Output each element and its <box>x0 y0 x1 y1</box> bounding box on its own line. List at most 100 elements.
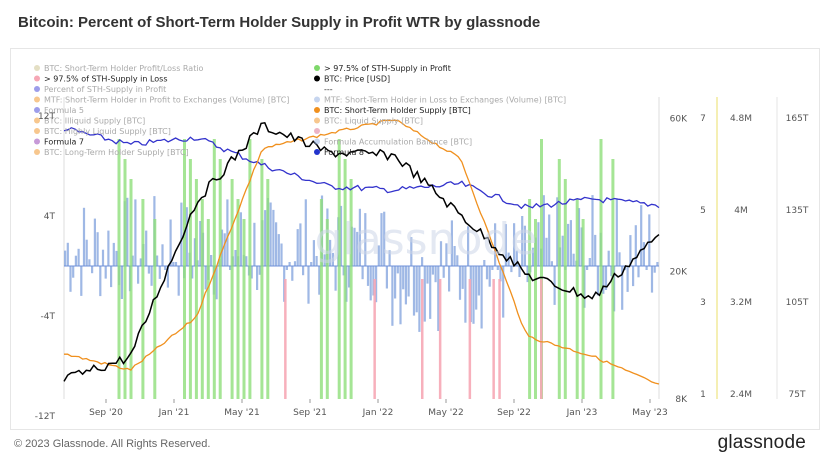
histogram-bar <box>437 266 440 331</box>
histogram-bar <box>361 266 364 280</box>
histogram-bar <box>269 202 272 266</box>
histogram-bar <box>375 266 378 303</box>
legend-1-label: BTC: Short-Term Holder Profit/Loss Ratio <box>44 64 204 73</box>
histogram-bar <box>421 257 424 266</box>
x-tick-label: Sep '21 <box>293 408 327 418</box>
chart-svg: glassnode BTC: Short-Term Holder Profit/L… <box>34 64 809 422</box>
histogram-bar <box>537 222 540 266</box>
legend-2-dot <box>314 117 320 124</box>
x-tick-label: Sep '22 <box>497 408 531 418</box>
histogram-bar <box>215 266 218 300</box>
legend-2-dot <box>314 107 320 113</box>
loss-strip <box>492 279 495 399</box>
loss-strip <box>540 279 543 399</box>
histogram-bar <box>275 222 278 266</box>
histogram-bar <box>402 266 405 290</box>
histogram-bar <box>369 266 372 301</box>
histogram-bar <box>588 258 591 266</box>
histogram-bar <box>226 199 229 266</box>
histogram-bar <box>442 266 445 278</box>
histogram-bar <box>456 255 459 266</box>
x-tick-label: May '22 <box>428 408 463 418</box>
histogram-bar <box>147 266 150 274</box>
price-tick-label: 8K <box>675 395 688 405</box>
histogram-bar <box>548 214 551 266</box>
histogram-bar <box>169 219 172 266</box>
histogram-bar <box>145 230 148 266</box>
legend-1-dot <box>34 86 40 92</box>
glassnode-logo: glassnode <box>717 432 806 453</box>
profit-strip <box>260 159 264 399</box>
histogram-bar <box>353 227 356 266</box>
histogram-bar <box>339 205 343 266</box>
histogram-bar <box>99 266 102 297</box>
histogram-bar <box>139 258 142 266</box>
histogram-bar <box>632 266 635 287</box>
histogram-bar <box>594 234 597 266</box>
legend-1-dot <box>34 117 40 124</box>
axis4-tick-label: 135T <box>786 206 809 216</box>
histogram-bar <box>323 254 326 266</box>
loss-strip <box>421 279 424 399</box>
legend-2-label: MTF: Short-Term Holder in Loss to Exchan… <box>324 96 566 105</box>
histogram-bar <box>126 197 129 266</box>
histogram-bar <box>650 266 654 293</box>
x-tick-label: Jan '22 <box>362 408 394 418</box>
legend-1-dot <box>34 107 40 113</box>
histogram-bar <box>391 266 394 326</box>
left-tick-label: -12T <box>35 412 56 422</box>
histogram-bar <box>645 266 648 270</box>
histogram-bar <box>185 207 188 266</box>
axis2-tick-label: 3 <box>700 298 706 308</box>
histogram-bar <box>258 266 261 275</box>
histogram-bar <box>388 250 391 266</box>
histogram-bar <box>288 262 291 266</box>
histogram-bar <box>302 266 305 276</box>
histogram-bar <box>101 249 105 266</box>
loss-strip <box>468 279 472 399</box>
left-tick-label: 4T <box>44 212 56 222</box>
histogram-bar <box>110 266 113 288</box>
profit-strip <box>206 219 210 399</box>
legend-1-label: MTF: Short-Term Holder in Profit to Exch… <box>44 96 289 105</box>
histogram-bar <box>618 252 621 266</box>
supply-line <box>63 127 660 210</box>
legend-1-dot <box>34 75 40 82</box>
histogram-bar <box>229 266 232 270</box>
histogram-bar <box>621 266 624 310</box>
histogram-bar <box>426 266 429 284</box>
histogram-bar <box>112 242 115 266</box>
legend-2-dot <box>314 128 320 134</box>
loss-strip <box>438 279 442 399</box>
histogram-bar <box>291 266 294 281</box>
legend-1-label: Percent of STH-Supply in Profit <box>44 85 166 94</box>
histogram-bar <box>569 220 572 266</box>
histogram-bar <box>80 266 83 296</box>
histogram-bar <box>496 266 499 270</box>
legend-2-label: BTC: Liquid Supply [BTC] <box>324 117 423 126</box>
histogram-bar <box>429 266 432 319</box>
histogram-bar <box>150 266 153 286</box>
legend-1-label: BTC: Long-Term Holder Supply [BTC] <box>44 148 189 157</box>
legend-2-label: BTC: Price [USD] <box>324 75 390 84</box>
profit-strip <box>153 219 157 399</box>
legend-2-dot <box>314 75 320 82</box>
legend-1-dot <box>34 138 40 145</box>
axis3-tick-label: 2.4M <box>730 390 752 400</box>
histogram-bar <box>656 262 659 266</box>
profit-strip <box>325 219 329 399</box>
histogram-bar <box>329 239 332 266</box>
histogram-bar <box>472 266 475 324</box>
histogram-bar <box>464 266 467 323</box>
profit-strip <box>337 139 341 399</box>
histogram-bar <box>156 255 159 266</box>
legend-2-label: Formula 8 <box>324 148 364 157</box>
x-tick-label: May '21 <box>224 408 259 418</box>
histogram-bar <box>653 266 656 273</box>
profit-strip <box>230 179 234 399</box>
profit-strip <box>183 139 186 399</box>
left-tick-label: 12T <box>38 112 55 122</box>
histogram-bar <box>412 266 416 316</box>
axis2-tick-label: 1 <box>700 390 706 400</box>
histogram-bar <box>410 237 413 266</box>
